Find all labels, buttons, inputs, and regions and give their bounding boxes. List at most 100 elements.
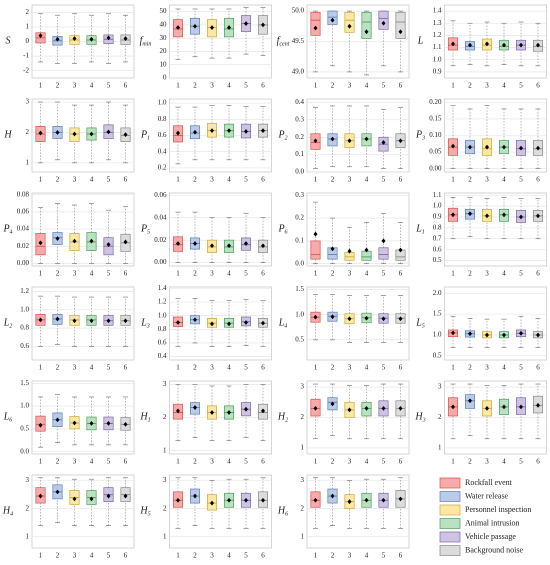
y-tick-label: 0.9 — [433, 213, 442, 221]
x-tick-label: 2 — [56, 458, 60, 466]
mean-marker — [313, 25, 318, 31]
y-tick-label: 1.2 — [158, 298, 167, 306]
x-tick-label: 2 — [468, 364, 472, 372]
y-axis-label-main: H — [2, 506, 11, 517]
y-tick-label: 1.4 — [158, 284, 167, 292]
x-tick-label: 3 — [73, 458, 77, 466]
y-axis-label-sub: 6 — [9, 418, 12, 424]
y-tick-label: 0.04 — [17, 225, 30, 233]
x-tick-label: 6 — [399, 82, 403, 90]
x-tick-label: 3 — [73, 270, 77, 278]
mean-marker — [176, 408, 180, 414]
y-axis-label-main: H — [414, 412, 423, 423]
mean-marker — [89, 318, 94, 324]
mean-marker — [468, 42, 472, 48]
plot-frame — [31, 380, 135, 455]
mean-marker — [227, 497, 231, 503]
mean-marker — [468, 144, 472, 150]
x-tick-label: 2 — [468, 270, 472, 278]
y-axis-label-main: P — [277, 224, 284, 235]
mean-marker — [244, 21, 248, 26]
x-tick-label: 4 — [365, 82, 369, 90]
y-axis-label-main: L — [417, 36, 424, 47]
y-axis-label: P2 — [277, 130, 287, 142]
y-tick-label: 1.0 — [433, 331, 442, 339]
mean-marker — [72, 318, 77, 324]
y-axis-label: L6 — [3, 412, 13, 424]
x-tick-label: 3 — [348, 176, 352, 184]
y-axis-label-main: H — [277, 506, 286, 517]
y-tick-label: 1 — [26, 532, 30, 540]
mean-marker — [519, 330, 523, 336]
y-axis-label-sub: 4 — [10, 511, 13, 518]
y-axis-label-main: L — [3, 318, 10, 329]
y-axis-label: S — [6, 36, 11, 47]
y-tick-label: 2 — [26, 8, 30, 16]
x-tick-label: 1 — [176, 270, 180, 278]
x-tick-label: 5 — [519, 82, 523, 90]
x-tick-label: 1 — [314, 270, 318, 278]
y-axis-label-sub: 1 — [148, 418, 151, 424]
legend-swatch — [439, 477, 461, 489]
y-tick-label: 0.5 — [20, 425, 29, 433]
y-tick-label: 1.0 — [433, 55, 442, 63]
mean-marker — [485, 405, 489, 411]
x-tick-label: 6 — [124, 552, 128, 560]
mean-marker — [330, 17, 335, 23]
mean-marker — [398, 405, 403, 411]
y-tick-label: 1.0 — [158, 311, 167, 319]
x-tick-label: 5 — [107, 270, 111, 278]
x-tick-label: 2 — [468, 176, 472, 184]
y-tick-label: 0.0 — [295, 168, 304, 176]
x-tick-label: 6 — [261, 552, 265, 560]
mean-marker — [89, 496, 94, 502]
y-axis-label: H1 — [139, 412, 150, 424]
y-tick-label: 0.9 — [433, 68, 442, 76]
y-axis-label-main: f — [140, 36, 144, 47]
x-tick-label: 2 — [56, 270, 60, 278]
mean-marker — [519, 214, 523, 220]
x-tick-label: 5 — [107, 552, 111, 560]
x-tick-label: 1 — [39, 458, 43, 466]
mean-marker — [72, 496, 77, 502]
mean-marker — [193, 241, 197, 246]
box — [378, 10, 389, 30]
mean-marker — [485, 41, 489, 47]
y-tick-label: 40 — [160, 21, 168, 29]
y-tick-label: 1 — [26, 158, 30, 166]
y-axis-label-main: H — [277, 412, 286, 423]
x-tick-label: 6 — [536, 458, 540, 466]
mean-marker — [210, 128, 214, 134]
mean-marker — [89, 238, 94, 244]
x-tick-label: 1 — [451, 270, 455, 278]
y-axis-label-sub: 2 — [285, 418, 288, 424]
mean-marker — [330, 136, 335, 142]
y-axis-label: P3 — [415, 130, 425, 142]
legend-label: Vehicle passage — [465, 532, 516, 541]
y-axis-label-main: L — [415, 318, 422, 329]
mean-marker — [123, 493, 128, 499]
mean-marker — [38, 240, 43, 246]
mean-marker — [227, 25, 231, 30]
x-tick-label: 5 — [382, 364, 386, 372]
x-tick-label: 6 — [261, 176, 265, 184]
x-tick-label: 5 — [519, 176, 523, 184]
mean-marker — [210, 321, 214, 327]
mean-marker — [89, 36, 94, 42]
mean-marker — [89, 421, 94, 426]
x-tick-label: 3 — [73, 82, 77, 90]
mean-marker — [347, 316, 352, 322]
x-tick-label: 2 — [193, 364, 197, 372]
y-tick-label: 50 — [160, 7, 168, 15]
y-axis-label-main: L — [278, 318, 285, 329]
mean-marker — [123, 318, 128, 324]
x-tick-label: 4 — [227, 82, 231, 90]
legend-swatch — [439, 491, 461, 502]
legend-label: Rockfall event — [465, 478, 513, 487]
y-tick-label: 1 — [438, 444, 442, 452]
y-tick-label: 0.6 — [20, 342, 29, 350]
y-tick-label: 3 — [26, 98, 30, 106]
mean-marker — [330, 401, 335, 407]
x-tick-label: 1 — [314, 458, 318, 466]
mean-marker — [123, 132, 128, 137]
